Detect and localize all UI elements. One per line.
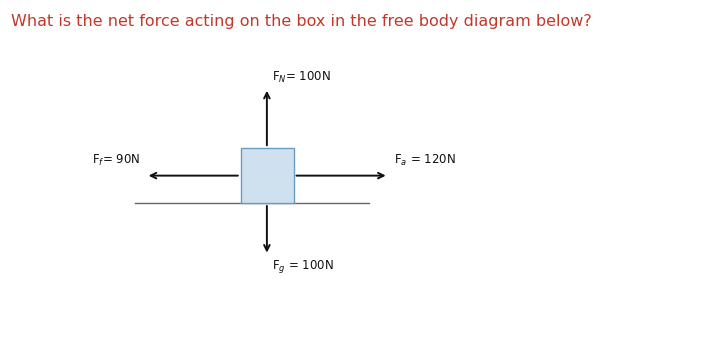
Text: F$_f$= 90N: F$_f$= 90N xyxy=(92,153,140,168)
Text: What is the net force acting on the box in the free body diagram below?: What is the net force acting on the box … xyxy=(11,14,592,29)
Text: F$_N$= 100N: F$_N$= 100N xyxy=(272,70,331,85)
Bar xyxy=(240,148,294,203)
Text: F$_g$ = 100N: F$_g$ = 100N xyxy=(272,258,334,275)
Text: F$_a$ = 120N: F$_a$ = 120N xyxy=(394,153,456,168)
